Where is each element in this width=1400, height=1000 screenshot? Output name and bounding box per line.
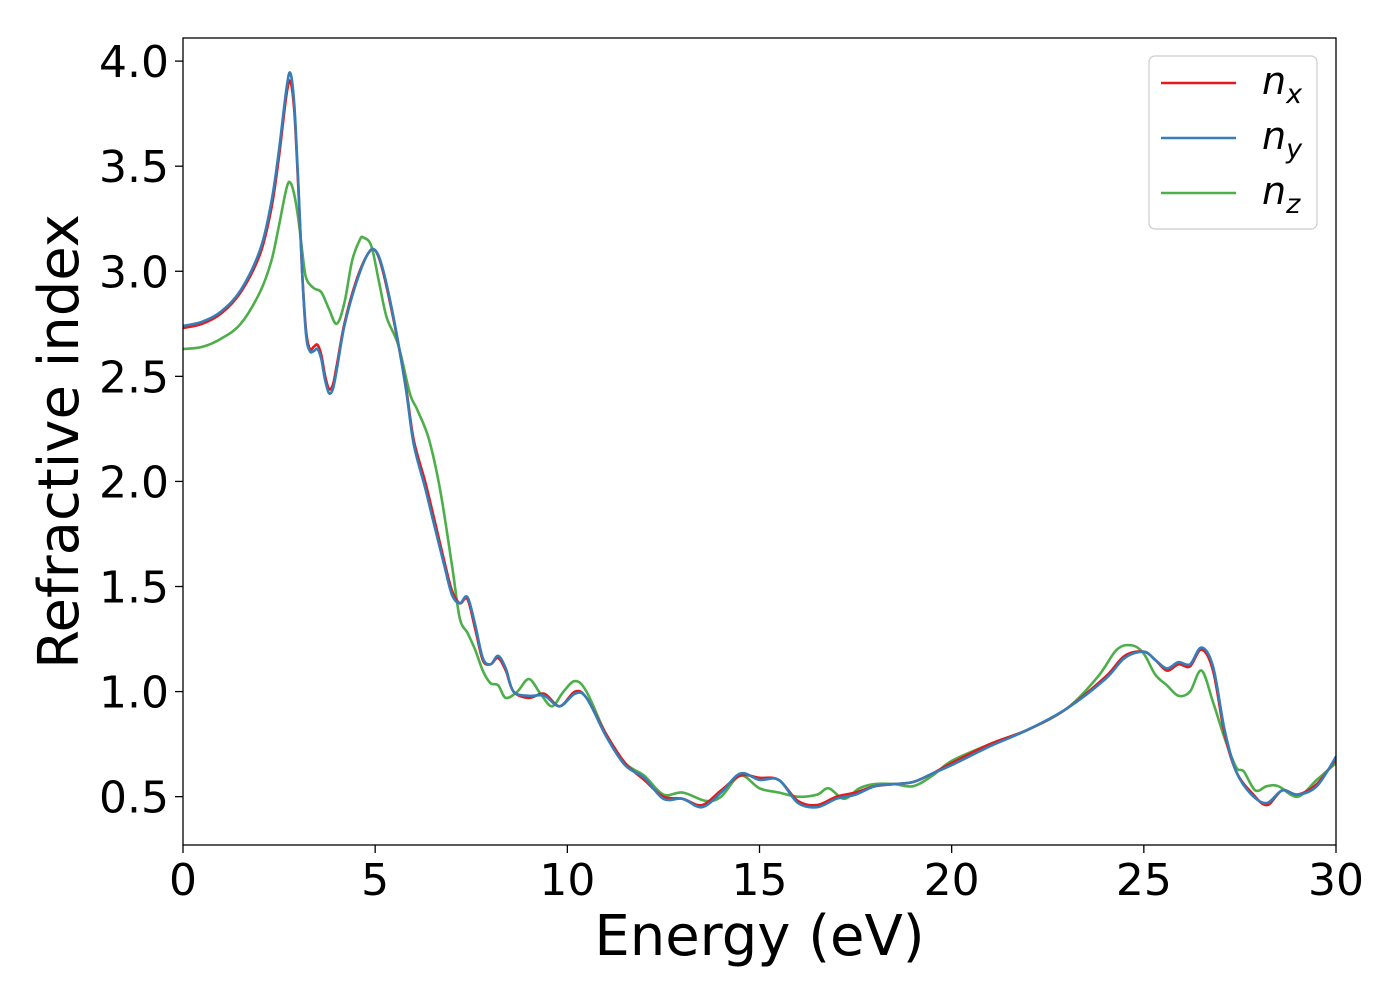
x-tick-label: 15 xyxy=(732,855,788,906)
series-layer xyxy=(183,71,1336,809)
legend-label-subscript: y xyxy=(1285,134,1303,165)
x-tick-label: 30 xyxy=(1308,855,1364,906)
x-tick-label: 5 xyxy=(361,855,389,906)
legend-box xyxy=(1148,55,1318,230)
y-tick-label: 1.0 xyxy=(99,668,169,719)
x-tick-label: 25 xyxy=(1116,855,1172,906)
legend-label-ny: ny xyxy=(1262,114,1303,165)
legend-label-nz: nz xyxy=(1262,169,1301,220)
y-tick-label: 1.5 xyxy=(99,563,169,614)
y-tick-label: 0.5 xyxy=(99,773,169,824)
y-tick-label: 2.5 xyxy=(99,352,169,403)
y-axis-label: Refractive index xyxy=(27,214,92,669)
x-tick-label: 0 xyxy=(169,855,197,906)
series-line-ny xyxy=(183,71,1336,809)
series-line-nz xyxy=(183,180,1336,803)
y-tick-label: 4.0 xyxy=(99,37,169,88)
x-tick-label: 10 xyxy=(539,855,595,906)
y-tick-label: 2.0 xyxy=(99,457,169,508)
y-tick-label: 3.5 xyxy=(99,142,169,193)
legend-label-subscript: z xyxy=(1285,189,1301,220)
y-tick-label: 3.0 xyxy=(99,247,169,298)
legend-label-nx: nx xyxy=(1262,59,1303,110)
x-axis-label: Energy (eV) xyxy=(594,904,924,969)
x-tick-label: 20 xyxy=(924,855,980,906)
legend-label-subscript: x xyxy=(1285,79,1303,110)
y-axis-ticks: 0.5 1.0 1.5 2.0 2.5 3.0 3.5 4.0 xyxy=(99,37,183,824)
x-axis-ticks: 0 5 10 15 20 25 30 xyxy=(169,845,1364,906)
